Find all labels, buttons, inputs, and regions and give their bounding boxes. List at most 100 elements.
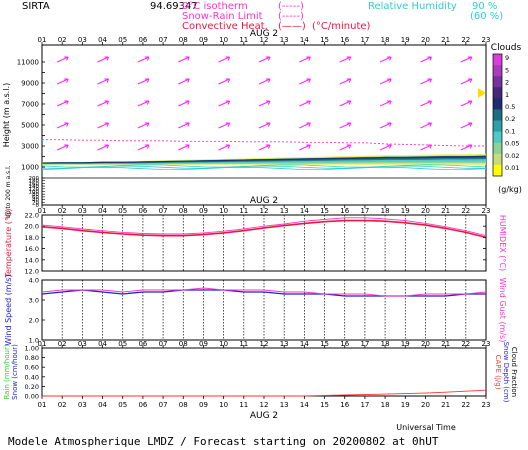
rain-axis-label: Rain (mm/hour): [3, 344, 11, 399]
hour-tick-label: 09: [199, 340, 208, 348]
hour-tick-label: 02: [58, 36, 67, 44]
cloud-fraction-axis-label: Cloud Fraction: [510, 347, 518, 397]
wind-arrowhead: [64, 78, 69, 83]
y-tick-label: 0.00: [25, 393, 39, 401]
wind-arrow: [258, 122, 271, 129]
wind-arrow: [218, 100, 230, 107]
wind-arrowhead: [306, 100, 311, 105]
hour-tick-label: 13: [280, 36, 289, 44]
hour-tick-label: 01: [38, 207, 47, 215]
wind-arrow: [379, 56, 392, 63]
hour-tick-label: 06: [138, 340, 147, 348]
height-tick-label: 5000: [21, 122, 39, 130]
hour-tick-label: 12: [260, 401, 269, 409]
wind-arrowhead: [104, 56, 110, 61]
hour-tick-label: 05: [118, 340, 127, 348]
wind-arrow: [299, 56, 311, 63]
hour-tick-label: 09: [199, 207, 208, 215]
low-height-tick-label: 20: [32, 200, 39, 206]
rain-plot-frame: [41, 347, 487, 397]
colorbar-frame: [492, 53, 503, 177]
wind-arrow: [258, 78, 271, 85]
hour-tick-label: 14: [300, 207, 309, 215]
series-line: [41, 217, 487, 237]
height-lower-axis-label: Up to 200 m a.s.l.: [5, 165, 12, 218]
wind-arrow: [379, 144, 392, 151]
cape-axis-label: CAPE (J/g): [494, 355, 502, 390]
wind-arrowhead: [144, 122, 150, 127]
hour-tick-label: 17: [360, 36, 369, 44]
colorbar-tick-label: 2: [505, 79, 509, 87]
wind-arrowhead: [185, 78, 190, 83]
hour-tick-label: 03: [78, 207, 87, 215]
colorbar-tick-label: 9: [505, 54, 509, 62]
isotherm-symbol: (-----): [278, 1, 304, 12]
wind-arrow: [56, 78, 69, 85]
wind-panel: 1.0 2.0 3.0 4.0 Wind Speed (m/s) Wind Gust …: [4, 274, 507, 345]
cloud-field: [41, 139, 487, 171]
wind-arrowhead: [467, 56, 473, 61]
low-height-tick-label: 140: [29, 184, 40, 190]
wind-arrowhead: [467, 78, 473, 83]
hour-tick-label: 14: [300, 340, 309, 348]
wind-arrow: [339, 78, 351, 85]
colorbar-swatch: [493, 109, 502, 122]
hour-tick-label: 15: [320, 340, 329, 348]
wind-arrow: [379, 100, 392, 107]
cloud-colorbar: 0.01 0.02 0.05 0.1 0.2 0.5 1 2 5 9: [478, 53, 519, 177]
colorbar-tick-label: 0.2: [505, 115, 515, 123]
wind-arrow: [178, 122, 190, 129]
site-name: SIRTA: [22, 1, 50, 12]
wind-arrowhead: [427, 100, 432, 105]
hour-tick-label: 20: [421, 207, 430, 215]
wind-arrowhead: [467, 100, 473, 105]
low-height-tick-label: 60: [32, 195, 39, 201]
hour-tick-label: 14: [300, 36, 309, 44]
wind-arrow: [420, 144, 432, 151]
wind-arrowhead: [387, 78, 392, 83]
height-tick-label: 9000: [21, 80, 39, 88]
wind-arrowhead: [225, 56, 231, 61]
wind-arrowhead: [427, 78, 432, 83]
wind-arrowhead: [346, 122, 352, 127]
hour-tick-label: 09: [199, 401, 208, 409]
wind-arrow: [218, 56, 230, 63]
wind-arrow: [56, 122, 69, 129]
wind-arrows: [56, 56, 473, 151]
wind-arrowhead: [144, 144, 150, 149]
hour-tick-label: 21: [441, 340, 450, 348]
wind-arrowhead: [306, 122, 311, 127]
series-line: [41, 219, 487, 239]
hour-tick-label: 19: [401, 401, 410, 409]
hour-tick-label: 15: [320, 207, 329, 215]
colorbar-tick-label: 5: [505, 66, 509, 74]
hour-tick-label: 17: [360, 340, 369, 348]
humidity-contour: [41, 164, 487, 168]
wind-arrow: [178, 100, 190, 107]
snow-depth-axis-label: Snow Depth (cm): [502, 342, 510, 403]
wind-arrow: [258, 100, 271, 107]
low-height-tick-label: 40: [32, 198, 39, 204]
wind-arrow: [218, 144, 230, 151]
wind-arrow: [178, 56, 190, 63]
hour-tick-label: 03: [78, 36, 87, 44]
colorbar-swatch: [493, 164, 502, 177]
wind-arrow: [97, 78, 109, 85]
hour-tick-label: 22: [461, 340, 470, 348]
wind-arrow: [420, 100, 432, 107]
wind-arrow: [178, 144, 190, 151]
hour-tick-label: 08: [179, 207, 188, 215]
wind-arrowhead: [185, 122, 190, 127]
wind-arrowhead: [387, 56, 392, 61]
wind-arrow: [258, 56, 271, 63]
hour-tick-label: 11: [239, 401, 248, 409]
hour-tick-label: 04: [98, 207, 107, 215]
hour-tick-label: 19: [401, 340, 410, 348]
colorbar-tick-label: 0.1: [505, 127, 515, 135]
cloud-date-label: AUG 2: [250, 29, 278, 39]
wind-arrowhead: [266, 56, 271, 61]
hour-tick-label: 16: [340, 340, 349, 348]
low-height-tick-label: 200: [29, 176, 40, 182]
y-tick-label: 22.0: [25, 212, 39, 220]
low-height-tick-label: 0: [36, 203, 40, 209]
